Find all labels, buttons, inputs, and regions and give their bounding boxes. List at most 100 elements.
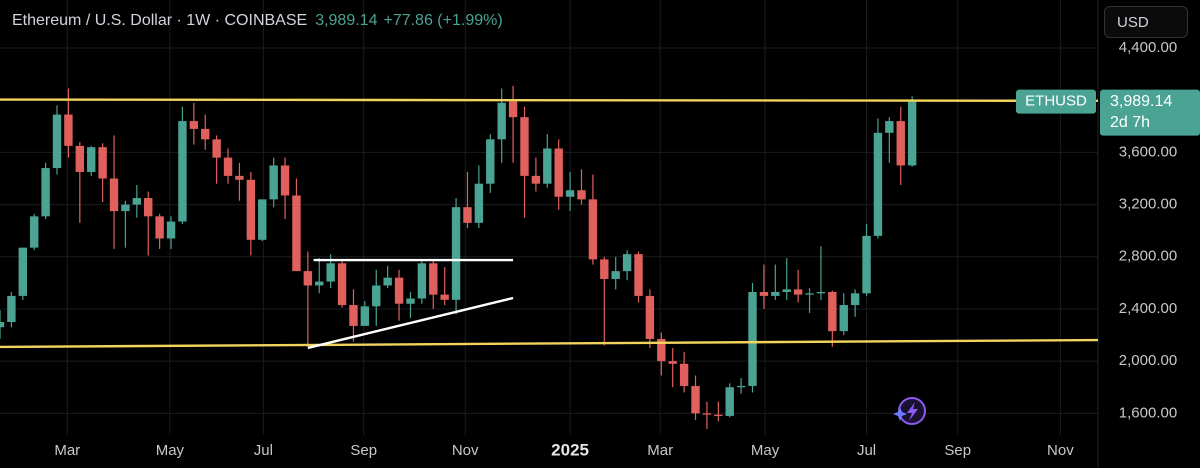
candle-body xyxy=(691,385,700,414)
y-tick-label: 2,400.00 xyxy=(1119,300,1177,317)
candle-body xyxy=(782,289,791,293)
candle-body xyxy=(178,121,187,222)
x-tick-label: Sep xyxy=(944,442,971,459)
candle-body xyxy=(292,195,301,272)
header: Ethereum / U.S. Dollar · 1W · COINBASE 3,… xyxy=(12,12,503,30)
x-tick-label: 2025 xyxy=(551,440,589,459)
candle-body xyxy=(531,175,541,184)
candle-body xyxy=(144,198,153,217)
candle-body xyxy=(748,292,757,386)
candle-body xyxy=(816,292,826,294)
candle-body xyxy=(258,199,267,240)
currency-button[interactable]: USD xyxy=(1104,6,1188,38)
candle-body xyxy=(736,385,746,388)
labels: 1,600.00 2,000.00 2,400.00 2,800.00 3,200.00… xyxy=(54,39,1200,459)
candle-body xyxy=(201,128,210,140)
header-price: 3,989.14 xyxy=(315,12,378,29)
countdown-label: 2d 7h xyxy=(1110,114,1150,131)
x-tick-label: Jul xyxy=(254,442,273,459)
candle-body xyxy=(337,263,347,306)
candle-body xyxy=(497,102,506,140)
y-tick-label: 2,000.00 xyxy=(1119,352,1177,369)
y-tick-label: 4,400.00 xyxy=(1119,39,1177,56)
candle-body xyxy=(223,157,233,176)
candle-body xyxy=(645,295,655,339)
candle-body xyxy=(18,247,28,296)
candle-body xyxy=(828,292,837,332)
candle-body xyxy=(474,183,484,223)
candle-body xyxy=(166,221,176,239)
x-tick-label: Sep xyxy=(350,442,377,459)
x-tick-label: May xyxy=(156,442,185,459)
price-label-bg xyxy=(1100,89,1200,136)
header-change: +77.86 (+1.99%) xyxy=(383,12,503,29)
x-tick-label: Nov xyxy=(452,442,479,459)
candle-body xyxy=(885,121,894,133)
y-tick-label: 2,800.00 xyxy=(1119,248,1177,265)
candle-body xyxy=(303,271,313,286)
candle-body xyxy=(87,147,96,172)
candle-body xyxy=(75,145,85,172)
candle-body xyxy=(611,271,620,279)
candle-body xyxy=(759,292,769,296)
candle-body xyxy=(235,175,244,180)
candle-body xyxy=(315,281,324,286)
x-tick-label: Mar xyxy=(54,442,80,459)
candle-body xyxy=(246,179,256,240)
symbol-tag: ETHUSD xyxy=(1025,93,1087,110)
candle-body xyxy=(873,132,883,236)
candle-body xyxy=(622,254,632,272)
trend-line xyxy=(0,338,1099,349)
lightning-icon[interactable] xyxy=(893,397,926,425)
candle-body xyxy=(600,259,609,279)
symbol-tag-bg xyxy=(1016,89,1096,114)
candle-body xyxy=(41,168,50,217)
candle-body xyxy=(793,289,803,295)
candle-body xyxy=(805,293,814,295)
candle-body xyxy=(394,277,404,304)
y-tick-label: 3,600.00 xyxy=(1119,143,1177,160)
x-tick-label: Nov xyxy=(1047,442,1074,459)
candle-body xyxy=(326,263,335,282)
candle-body xyxy=(280,165,290,196)
y-tick-label: 1,600.00 xyxy=(1119,404,1177,421)
candle-body xyxy=(0,322,5,328)
candle-body xyxy=(554,148,563,197)
candle-body xyxy=(30,216,39,248)
candle-body xyxy=(52,114,62,169)
candle-body xyxy=(839,305,848,332)
candle-body xyxy=(565,190,575,197)
candle-body xyxy=(657,338,666,362)
candle-body xyxy=(269,165,278,200)
candle-body xyxy=(360,306,370,326)
candle-body xyxy=(702,413,712,415)
candle-body xyxy=(132,198,142,205)
x-tick-label: Mar xyxy=(647,442,673,459)
candle-body xyxy=(520,117,529,176)
marks xyxy=(0,85,917,429)
candle-body xyxy=(714,414,723,416)
candle-body xyxy=(771,292,780,296)
candle-body xyxy=(383,277,392,286)
candle-body xyxy=(668,361,677,364)
candle-body xyxy=(451,207,461,300)
candle-body xyxy=(212,139,221,158)
candle-body xyxy=(862,235,871,294)
candle-body xyxy=(109,178,119,212)
candle-body xyxy=(463,207,472,223)
candle-body xyxy=(634,254,643,296)
candle-body xyxy=(486,139,495,184)
price-label: 3,989.14 xyxy=(1110,93,1172,110)
candle-body xyxy=(189,121,199,129)
candle-body xyxy=(508,101,518,118)
x-tick-label: May xyxy=(751,442,780,459)
candle-body xyxy=(577,190,586,200)
candle-body xyxy=(543,148,552,184)
candle-body xyxy=(155,216,164,239)
candle-body xyxy=(98,147,107,179)
candle-body xyxy=(440,294,449,300)
candle-body xyxy=(725,387,734,416)
x-tick-label: Jul xyxy=(857,442,876,459)
y-tick-label: 3,200.00 xyxy=(1119,196,1177,213)
